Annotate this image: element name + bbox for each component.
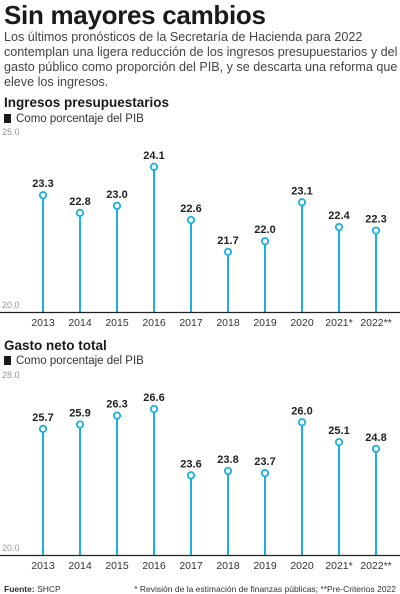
x-tick-label: 2015: [105, 560, 129, 572]
data-label: 23.0: [106, 189, 127, 201]
data-point: [149, 404, 159, 414]
source-note: Fuente: SHCP: [4, 584, 61, 594]
legend-label: Como porcentaje del PIB: [16, 113, 144, 125]
data-label: 26.3: [106, 399, 127, 411]
data-point: [112, 201, 122, 210]
data-label: 22.0: [254, 224, 275, 236]
data-label: 24.1: [143, 150, 164, 162]
ingresos-chart: 25.0 20.0 23.3 2013 22.8 2014 23.0 2015 24.1 2016…: [0, 127, 400, 329]
data-label: 22.8: [69, 196, 90, 208]
chart-title-ingresos: Ingresos presupuestarios: [4, 95, 170, 110]
data-point: [149, 162, 159, 171]
data-label: 26.6: [143, 392, 164, 404]
data-point: [112, 411, 122, 420]
y-tick-bottom: 20.0: [2, 300, 20, 310]
x-tick-label: 2017: [179, 560, 203, 572]
x-tick-label: 2014: [68, 560, 92, 572]
legend-swatch: [4, 356, 11, 365]
data-point: [260, 237, 270, 246]
data-point: [38, 424, 48, 433]
source-label: Fuente:: [4, 584, 35, 594]
data-label: 23.6: [180, 458, 201, 470]
data-point: [371, 444, 381, 453]
x-tick-label: 2015: [105, 317, 129, 329]
data-point: [223, 247, 233, 256]
data-label: 26.0: [291, 405, 312, 417]
data-point: [75, 208, 85, 217]
data-point: [38, 191, 48, 200]
data-point: [223, 466, 233, 476]
data-label: 23.8: [217, 454, 238, 466]
data-point: [186, 471, 196, 480]
page-title: Sin mayores cambios: [4, 0, 266, 30]
data-label: 25.7: [32, 412, 53, 424]
x-tick-label: 2018: [216, 560, 240, 572]
data-label: 23.1: [291, 185, 312, 197]
x-tick-label: 2017: [179, 317, 203, 329]
x-tick-label: 2016: [142, 317, 166, 329]
data-label: 25.1: [328, 425, 349, 437]
data-label: 25.9: [69, 407, 90, 419]
data-point: [186, 215, 196, 225]
data-point: [297, 198, 307, 207]
legend-swatch: [4, 114, 11, 123]
data-point: [334, 222, 344, 232]
data-point: [75, 420, 85, 429]
intro-text: Los últimos pronósticos de la Secretaría…: [4, 30, 398, 89]
x-tick-label: 2020: [290, 317, 314, 329]
data-label: 21.7: [217, 235, 238, 247]
y-tick-top: 25.0: [2, 127, 20, 137]
data-label: 22.6: [180, 203, 201, 215]
data-label: 23.7: [254, 456, 275, 468]
x-tick-label: 2022**: [360, 317, 392, 329]
legend-ingresos: Como porcentaje del PIB: [4, 113, 144, 125]
data-label: 22.3: [365, 214, 386, 226]
data-label: 24.8: [365, 432, 386, 444]
legend-gasto: Como porcentaje del PIB: [4, 355, 144, 367]
x-tick-label: 2013: [31, 317, 55, 329]
x-tick-label: 2014: [68, 317, 92, 329]
x-tick-label: 2013: [31, 560, 55, 572]
data-point: [371, 226, 381, 235]
data-point: [297, 418, 307, 427]
gasto-chart: 28.0 20.0 25.7 2013 25.9 2014 26.3 2015 26.6 2016…: [0, 370, 400, 572]
legend-label: Como porcentaje del PIB: [16, 355, 144, 367]
x-tick-label: 2021*: [325, 560, 352, 572]
x-tick-label: 2020: [290, 560, 314, 572]
data-point: [260, 469, 270, 478]
source-value: SHCP: [37, 584, 61, 594]
x-tick-label: 2019: [253, 317, 277, 329]
data-label: 22.4: [328, 210, 350, 222]
footnotes: * Revisión de la estimación de finanzas …: [134, 584, 396, 594]
y-tick-bottom: 20.0: [2, 543, 20, 553]
chart-title-gasto: Gasto neto total: [4, 338, 107, 353]
x-tick-label: 2022**: [360, 560, 392, 572]
x-tick-label: 2018: [216, 317, 240, 329]
data-label: 23.3: [32, 178, 53, 190]
x-tick-label: 2016: [142, 560, 166, 572]
x-tick-label: 2019: [253, 560, 277, 572]
y-tick-top: 28.0: [2, 370, 20, 380]
data-point: [334, 438, 344, 447]
x-tick-label: 2021*: [325, 317, 352, 329]
